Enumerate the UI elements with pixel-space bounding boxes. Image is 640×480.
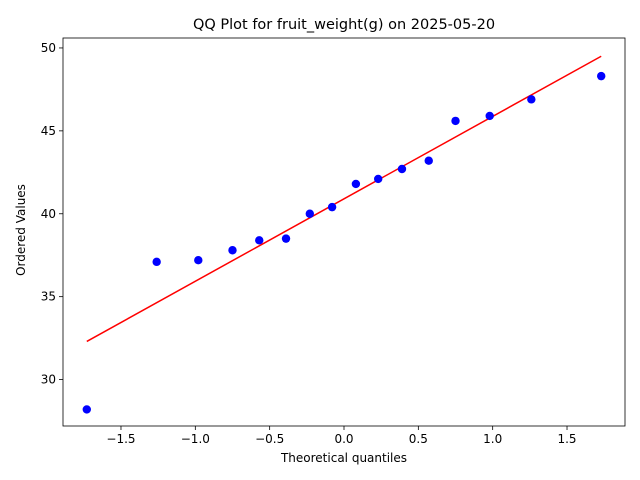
y-tick-label: 35: [41, 290, 56, 304]
data-point: [351, 179, 361, 189]
y-axis-label: Ordered Values: [14, 184, 28, 276]
data-point: [327, 202, 337, 212]
data-point: [485, 111, 494, 121]
y-tick-label: 40: [41, 207, 56, 221]
y-tick-label: 50: [41, 41, 56, 55]
x-tick-label: −0.5: [255, 432, 284, 446]
x-axis-label: Theoretical quantiles: [280, 451, 407, 465]
x-tick-label: −1.0: [181, 432, 210, 446]
data-point: [228, 246, 237, 255]
y-tick-label: 45: [41, 124, 56, 138]
plot-frame: [62, 37, 626, 427]
data-point: [597, 71, 606, 81]
data-point: [152, 257, 161, 267]
data-point: [305, 209, 315, 218]
data-point: [255, 236, 264, 245]
chart-title: QQ Plot for fruit_weight(g) on 2025-05-2…: [193, 17, 495, 33]
data-point: [373, 174, 383, 184]
data-point: [397, 164, 407, 174]
data-point: [527, 95, 536, 104]
x-tick-label: −1.5: [106, 432, 135, 446]
x-tick-label: 1.0: [483, 432, 502, 446]
y-tick-label: 30: [41, 373, 56, 387]
fit-line: [86, 55, 602, 343]
data-point: [451, 116, 460, 126]
plot-area: −1.5 −1.0 −0.5 0.0 0.5 1.0 1.5 30 35 40 45 50: [41, 37, 626, 446]
data-point: [82, 405, 91, 414]
data-point: [194, 255, 203, 265]
x-tick-label: 0.5: [409, 432, 428, 446]
data-point: [424, 156, 433, 165]
x-tick-label: 1.5: [557, 432, 576, 446]
data-point: [281, 234, 291, 243]
x-tick-label: 0.0: [334, 432, 353, 446]
